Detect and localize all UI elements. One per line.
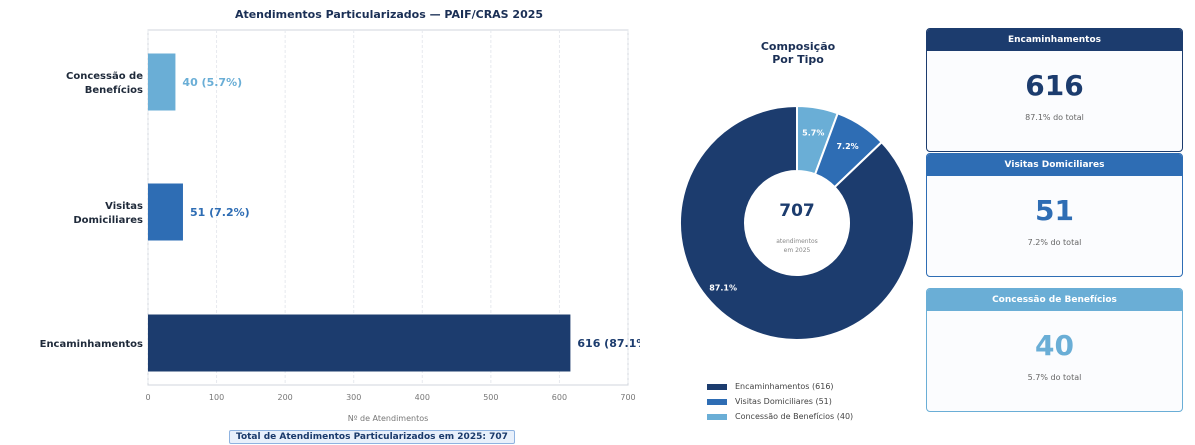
slice-label: 5.7%: [802, 128, 824, 137]
x-tick-label: 0: [145, 393, 150, 402]
y-category-label: Concessão de: [66, 71, 143, 82]
card-concessao-beneficios: Concessão de Benefícios 40 5.7% do total: [926, 288, 1183, 412]
donut-chart-title: Composição Por Tipo: [748, 40, 848, 66]
legend-label: Concessão de Benefícios (40): [735, 412, 854, 421]
bar: [148, 53, 176, 111]
bar: [148, 314, 571, 372]
legend-label: Visitas Domiciliares (51): [735, 397, 832, 406]
x-axis-label: Nº de Atendimentos: [348, 414, 429, 423]
legend-swatch: [707, 383, 727, 390]
donut-center-caption: atendimentos: [776, 238, 818, 245]
total-footnote: Total de Atendimentos Particularizados e…: [229, 430, 515, 444]
legend-entry-encaminhamentos: Encaminhamentos (616): [707, 379, 853, 394]
card-value: 51: [1035, 194, 1074, 227]
x-tick-label: 600: [552, 393, 567, 402]
legend-swatch: [707, 413, 727, 420]
legend-entry-visitas: Visitas Domiciliares (51): [707, 394, 853, 409]
x-tick-label: 300: [346, 393, 361, 402]
slice-label: 87.1%: [709, 283, 737, 292]
donut-center-caption: em 2025: [784, 247, 811, 254]
card-header: Concessão de Benefícios: [927, 289, 1182, 311]
legend-swatch: [707, 398, 727, 405]
y-category-label: Benefícios: [85, 84, 143, 96]
card-header: Encaminhamentos: [927, 29, 1182, 51]
donut-title-line-2: Por Tipo: [772, 53, 824, 66]
donut-center-value: 707: [779, 201, 815, 221]
card-caption: 5.7% do total: [1027, 373, 1082, 382]
card-caption: 87.1% do total: [1025, 113, 1084, 122]
card-header: Visitas Domiciliares: [927, 154, 1182, 176]
bar-chart-title: Atendimentos Particularizados — PAIF/CRA…: [234, 8, 544, 21]
x-tick-label: 500: [483, 393, 498, 402]
x-tick-label: 100: [209, 393, 224, 402]
legend-entry-concessao: Concessão de Benefícios (40): [707, 409, 853, 424]
y-category-label: Domiciliares: [73, 215, 143, 226]
bar-chart: 0 100 200 300 400 500 600 700 Nº de Atendimentos…: [40, 29, 640, 423]
card-visitas-domiciliares: Visitas Domiciliares 51 7.2% do total: [926, 153, 1183, 277]
data-label: 40 (5.7%): [182, 76, 242, 89]
x-tick-label: 700: [620, 393, 635, 402]
data-label: 616 (87.1%): [577, 337, 640, 350]
donut-legend: Encaminhamentos (616) Visitas Domiciliar…: [707, 379, 853, 424]
slice-label: 7.2%: [836, 142, 858, 151]
card-value: 40: [1035, 329, 1074, 362]
donut-title-line-1: Composição: [760, 40, 836, 53]
bar: [148, 183, 183, 241]
data-label: 51 (7.2%): [190, 206, 250, 219]
y-category-label: Visitas: [105, 201, 143, 212]
card-caption: 7.2% do total: [1027, 238, 1082, 247]
card-encaminhamentos: Encaminhamentos 616 87.1% do total: [926, 28, 1183, 152]
legend-label: Encaminhamentos (616): [735, 382, 834, 391]
x-tick-label: 400: [415, 393, 430, 402]
card-value: 616: [1025, 69, 1084, 102]
donut-slice: [679, 104, 915, 341]
y-category-label: Encaminhamentos: [40, 339, 143, 350]
x-tick-label: 200: [278, 393, 293, 402]
